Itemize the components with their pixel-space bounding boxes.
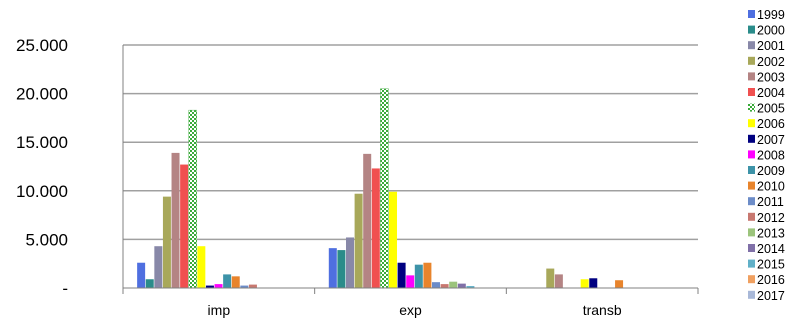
bar-2013-exp <box>449 281 458 288</box>
legend-label: 2009 <box>757 164 785 178</box>
y-axis-tick-labels: - 5.000 10.000 15.000 20.000 25.000 <box>16 36 68 298</box>
legend-swatch <box>748 72 755 81</box>
legend-label: 2004 <box>757 86 785 100</box>
bar-2000-imp <box>145 279 154 288</box>
legend-swatch <box>748 244 755 252</box>
bar-2002-transb <box>546 268 555 288</box>
bar-2008-imp <box>214 284 223 288</box>
bar-1999-imp <box>137 262 146 288</box>
legend-label: 1999 <box>757 8 785 22</box>
x-category-label: exp <box>399 302 422 318</box>
bar-2012-exp <box>440 284 449 288</box>
bar-2005-imp <box>188 109 197 289</box>
bar-2004-exp <box>371 168 380 288</box>
bar-2015-exp <box>466 286 475 288</box>
legend-swatch <box>748 290 755 299</box>
legend-swatch <box>748 134 755 143</box>
bar-2010-imp <box>231 276 240 288</box>
bar-2006-exp <box>389 191 397 288</box>
legend-swatch <box>748 119 755 128</box>
legend-label: 2010 <box>757 180 785 194</box>
bar-2006-transb <box>580 279 589 288</box>
legend-label: 2013 <box>757 226 785 240</box>
bar-2003-imp <box>171 152 180 288</box>
bar-1999-exp <box>328 248 337 288</box>
legend-swatch <box>748 10 755 18</box>
legend-label: 2008 <box>757 148 785 162</box>
legend-label: 2000 <box>757 24 785 38</box>
bar-series <box>137 88 624 289</box>
bar-2000-exp <box>337 250 346 288</box>
legend-label: 2002 <box>757 55 785 69</box>
bar-2002-imp <box>162 196 171 288</box>
legend-swatch <box>748 197 755 206</box>
legend-swatch <box>748 103 755 112</box>
y-tick-label: 25.000 <box>16 36 68 55</box>
bar-2010-exp <box>423 262 432 288</box>
bar-2011-imp <box>240 285 249 288</box>
legend-swatch <box>748 212 755 221</box>
x-axis-category-labels: imp exp transb <box>208 302 622 318</box>
bar-2009-imp <box>223 274 232 288</box>
legend-label: 2005 <box>757 102 785 116</box>
y-tick-label: 20.000 <box>16 85 68 104</box>
bar-2014-exp <box>457 283 466 288</box>
bar-2003-transb <box>554 274 563 288</box>
bar-2005-exp <box>380 88 389 289</box>
legend-swatch <box>748 275 755 284</box>
bar-2001-imp <box>154 246 163 288</box>
gridlines <box>123 44 698 241</box>
legend-swatch <box>748 166 755 174</box>
bar-2010-transb <box>615 280 624 288</box>
legend-label: 2017 <box>757 289 785 303</box>
y-tick-label: - <box>62 279 68 298</box>
x-category-label: imp <box>208 302 231 318</box>
legend-swatch <box>748 56 755 65</box>
bar-2004-imp <box>180 164 189 288</box>
legend-label: 2015 <box>757 258 785 272</box>
legend-swatch <box>748 259 755 268</box>
y-tick-label: 15.000 <box>16 133 68 152</box>
bar-2007-exp <box>397 262 406 288</box>
axes <box>122 45 699 294</box>
bar-2012-imp <box>248 284 257 288</box>
y-tick-label: 10.000 <box>16 182 68 201</box>
bar-2006-imp <box>197 246 206 288</box>
legend-swatch <box>748 181 755 190</box>
legend-swatch <box>748 25 755 34</box>
x-category-label: transb <box>583 302 622 318</box>
legend-label: 2011 <box>757 195 784 209</box>
bar-2009-exp <box>414 264 423 288</box>
legend-swatch <box>748 41 755 50</box>
legend-label: 2016 <box>757 273 785 287</box>
bar-2008-exp <box>406 275 415 288</box>
legend-label: 2003 <box>757 70 785 84</box>
bar-2001-exp <box>346 237 354 288</box>
legend-swatch <box>748 88 755 96</box>
legend-swatch <box>748 228 755 237</box>
bar-2007-transb <box>589 278 598 288</box>
legend-swatch <box>748 150 755 159</box>
bar-2002-exp <box>354 193 363 288</box>
legend-label: 2001 <box>757 39 785 53</box>
bar-2007-imp <box>205 285 214 288</box>
y-tick-label: 5.000 <box>25 230 68 249</box>
legend-label: 2014 <box>757 242 785 256</box>
legend-label: 2007 <box>757 133 785 147</box>
legend-label: 2006 <box>757 117 785 131</box>
legend-label: 2012 <box>757 211 785 225</box>
bar-2011-exp <box>432 282 440 288</box>
bar-2003-exp <box>363 153 372 288</box>
